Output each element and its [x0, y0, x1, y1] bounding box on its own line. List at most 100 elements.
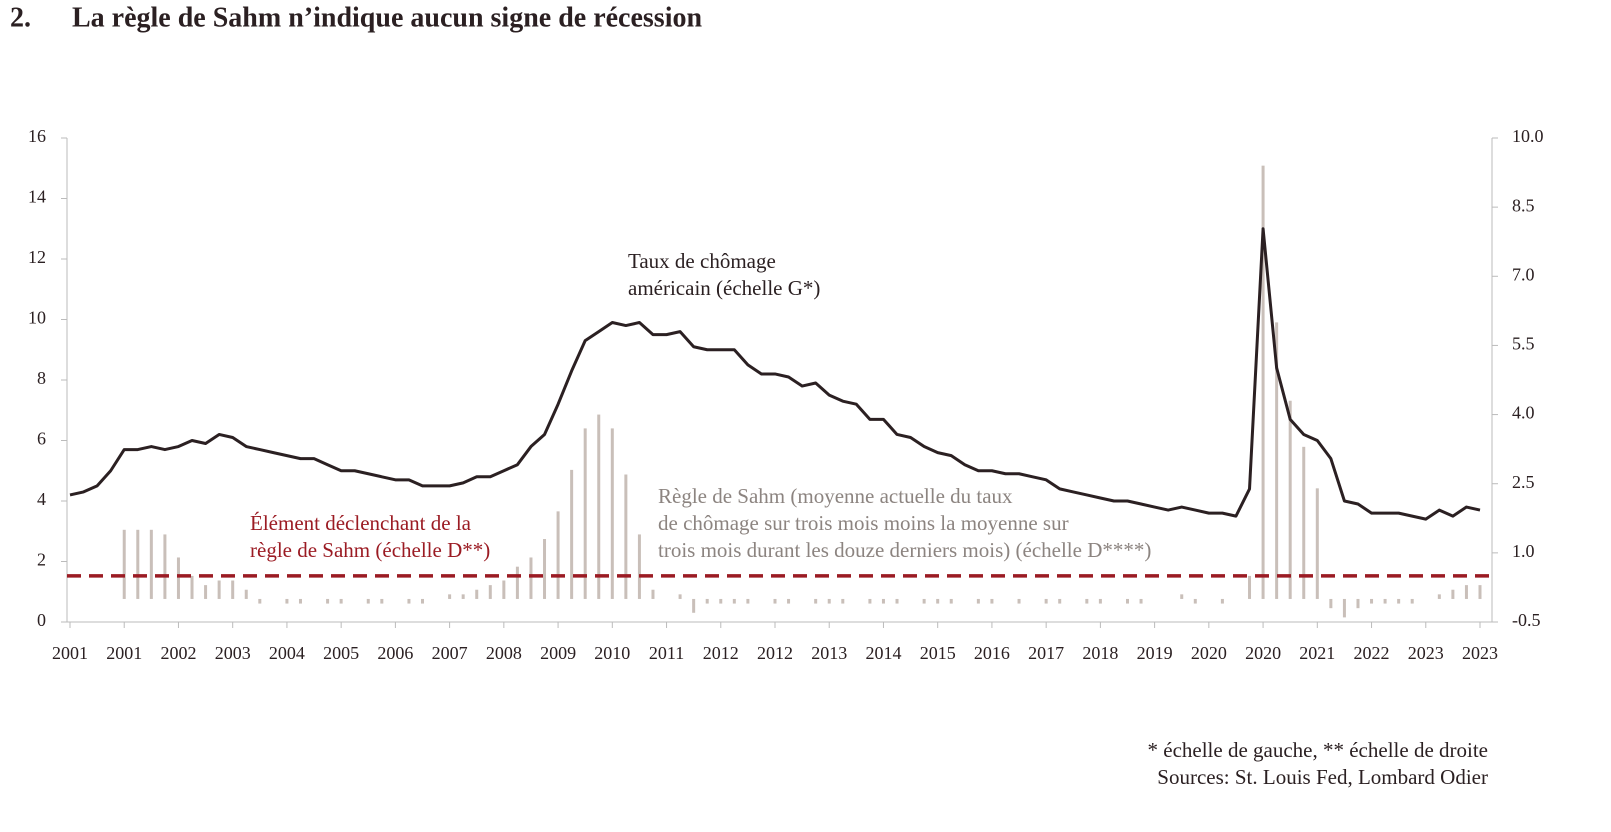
bar — [1315, 488, 1319, 599]
bar — [1275, 322, 1279, 599]
bar — [1302, 446, 1306, 599]
y2-tick-label: 2.5 — [1512, 472, 1535, 492]
bar — [1410, 598, 1414, 604]
bar — [231, 580, 235, 599]
bar — [705, 598, 709, 604]
y2-tick-label: 10.0 — [1512, 126, 1544, 146]
bar — [204, 585, 208, 599]
x-tick-label: 2012 — [703, 643, 739, 663]
x-tick-label: 2006 — [377, 643, 413, 663]
bar — [773, 598, 777, 604]
bar — [976, 598, 980, 604]
bar — [1464, 585, 1468, 599]
bar — [1193, 598, 1197, 604]
bar — [1397, 598, 1401, 604]
line — [69, 227, 1481, 521]
bar — [488, 585, 492, 599]
bar — [787, 598, 791, 604]
x-tick-label: 2023 — [1462, 643, 1498, 663]
bar — [1329, 598, 1333, 609]
x-tick-label: 2001 — [52, 643, 88, 663]
bar — [515, 566, 519, 599]
bar — [1098, 598, 1102, 604]
chart-title: La règle de Sahm n’indique aucun signe d… — [72, 2, 702, 33]
bar — [624, 474, 628, 599]
bar — [339, 598, 343, 604]
bar-annotation: Règle de Sahm (moyenne actuelle du taux — [658, 484, 1013, 508]
line-annotation: américain (échelle G*) — [628, 276, 820, 300]
x-tick-label: 2012 — [757, 643, 793, 663]
bar — [529, 557, 533, 599]
x-tick-label: 2015 — [920, 643, 956, 663]
bar — [326, 598, 330, 604]
title-number: 2. — [10, 2, 31, 33]
bar — [841, 598, 845, 604]
bar — [190, 575, 194, 599]
y2-tick-label: 5.5 — [1512, 334, 1535, 354]
bar — [827, 598, 831, 604]
bar — [990, 598, 994, 604]
bar — [298, 598, 302, 604]
bar — [1126, 598, 1129, 604]
x-tick-label: 2004 — [269, 643, 305, 663]
x-tick-label: 2010 — [594, 643, 630, 663]
x-tick-label: 2001 — [106, 643, 142, 663]
bar — [217, 580, 221, 599]
y2-tick-label: 8.5 — [1512, 195, 1535, 215]
bar — [651, 589, 655, 599]
bar — [1180, 594, 1184, 599]
bar — [1017, 598, 1021, 604]
y2-tick-label: 1.0 — [1512, 541, 1535, 561]
bar — [163, 534, 167, 599]
x-tick-label: 2005 — [323, 643, 359, 663]
bar — [407, 598, 411, 604]
y-tick-label: 8 — [37, 368, 46, 388]
bar — [136, 529, 140, 599]
x-tick-label: 2018 — [1082, 643, 1118, 663]
bar — [448, 594, 452, 599]
bar — [556, 511, 560, 599]
bar — [122, 529, 126, 599]
footnote: * échelle de gauche, ** échelle de droit… — [1148, 738, 1489, 762]
x-tick-label: 2007 — [432, 643, 468, 663]
y-tick-label: 10 — [28, 308, 46, 328]
y-tick-label: 12 — [28, 247, 46, 267]
y-tick-label: 14 — [28, 187, 46, 207]
bar — [895, 598, 899, 604]
bar — [597, 414, 601, 599]
bar — [1044, 598, 1048, 604]
bar — [719, 598, 723, 604]
bar — [678, 594, 682, 599]
bar — [610, 428, 614, 599]
bar — [1383, 598, 1387, 604]
bar — [814, 598, 818, 604]
y-tick-label: 6 — [37, 429, 46, 449]
x-tick-label: 2016 — [974, 643, 1010, 663]
y-tick-label: 16 — [28, 126, 46, 146]
bar — [258, 598, 262, 604]
bar-annotation: trois mois durant les douze derniers moi… — [658, 538, 1151, 562]
x-tick-label: 2023 — [1408, 643, 1444, 663]
x-tick-label: 2019 — [1137, 643, 1173, 663]
line-annotation: Taux de chômage — [628, 249, 776, 273]
bar — [1288, 400, 1292, 599]
bar — [1370, 598, 1374, 604]
bar — [149, 529, 153, 599]
y2-tick-label: -0.5 — [1512, 610, 1541, 630]
bar — [1356, 598, 1360, 609]
bar — [502, 580, 506, 599]
bar — [692, 598, 696, 613]
bar — [366, 598, 370, 604]
bar — [1220, 598, 1224, 604]
bar — [543, 539, 547, 599]
bar — [1085, 598, 1089, 604]
x-tick-label: 2002 — [160, 643, 196, 663]
x-tick-label: 2008 — [486, 643, 522, 663]
bar — [244, 589, 248, 599]
bar — [1058, 598, 1062, 604]
x-tick-label: 2022 — [1354, 643, 1390, 663]
x-tick-label: 2003 — [215, 643, 251, 663]
bar — [421, 598, 424, 604]
x-tick-label: 2011 — [649, 643, 684, 663]
